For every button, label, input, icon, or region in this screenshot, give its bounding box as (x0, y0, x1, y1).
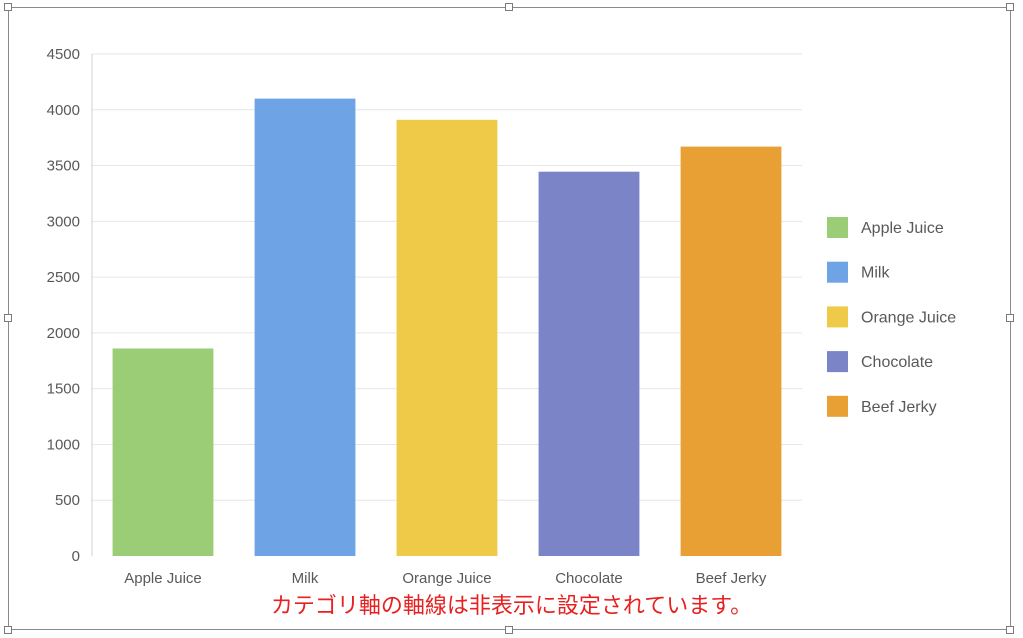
category-labels: Apple Juice Milk Orange Juice Chocolate Beef… (124, 570, 767, 587)
resize-handle-top-center[interactable] (505, 3, 513, 11)
bars (112, 98, 782, 557)
x-tick-label-milk: Milk (292, 570, 319, 587)
legend-swatch-chocolate (827, 351, 848, 373)
resize-handle-middle-left[interactable] (4, 314, 12, 322)
resize-handle-middle-right[interactable] (1006, 314, 1014, 322)
legend-label-beef-jerky: Beef Jerky (861, 399, 937, 416)
legend: Apple Juice Milk Orange Juice Chocolate Beef… (827, 217, 956, 417)
y-tick-label-3000: 3000 (47, 213, 80, 230)
x-tick-label-apple-juice: Apple Juice (124, 570, 202, 587)
resize-handle-bottom-center[interactable] (505, 626, 513, 634)
x-tick-label-beef-jerky: Beef Jerky (696, 570, 767, 587)
y-tick-label-2500: 2500 (47, 269, 80, 286)
annotation-note: カテゴリ軸の軸線は非表示に設定されています。 (270, 594, 753, 619)
x-tick-label-orange-juice: Orange Juice (402, 570, 491, 587)
value-axis: 0 500 1000 1500 2000 2500 3000 3500 4000 4500 (47, 46, 93, 565)
y-tick-label-2000: 2000 (47, 325, 80, 342)
legend-label-chocolate: Chocolate (861, 354, 933, 371)
bar-orange-juice (396, 119, 498, 556)
resize-handle-bottom-right[interactable] (1006, 626, 1014, 634)
y-tick-label-500: 500 (55, 492, 80, 509)
resize-handle-bottom-left[interactable] (4, 626, 12, 634)
legend-swatch-apple-juice (827, 217, 848, 238)
y-tick-label-3500: 3500 (47, 158, 80, 175)
legend-swatch-orange-juice (827, 306, 848, 328)
bar-beef-jerky (680, 146, 782, 556)
legend-label-orange-juice: Orange Juice (861, 309, 956, 326)
bar-chocolate (538, 171, 640, 557)
resize-handle-top-right[interactable] (1006, 3, 1014, 11)
y-tick-label-4000: 4000 (47, 102, 80, 119)
y-tick-label-4500: 4500 (47, 46, 80, 63)
y-tick-label-0: 0 (72, 548, 80, 565)
y-tick-label-1500: 1500 (47, 381, 80, 398)
y-tick-label-1000: 1000 (47, 436, 80, 453)
legend-swatch-milk (827, 261, 848, 283)
bar-apple-juice (112, 348, 214, 556)
resize-handle-top-left[interactable] (4, 3, 12, 11)
x-tick-label-chocolate: Chocolate (555, 570, 623, 587)
legend-label-apple-juice: Apple Juice (861, 220, 944, 237)
legend-swatch-beef-jerky (827, 395, 848, 417)
bar-milk (254, 98, 356, 556)
legend-label-milk: Milk (861, 265, 890, 282)
